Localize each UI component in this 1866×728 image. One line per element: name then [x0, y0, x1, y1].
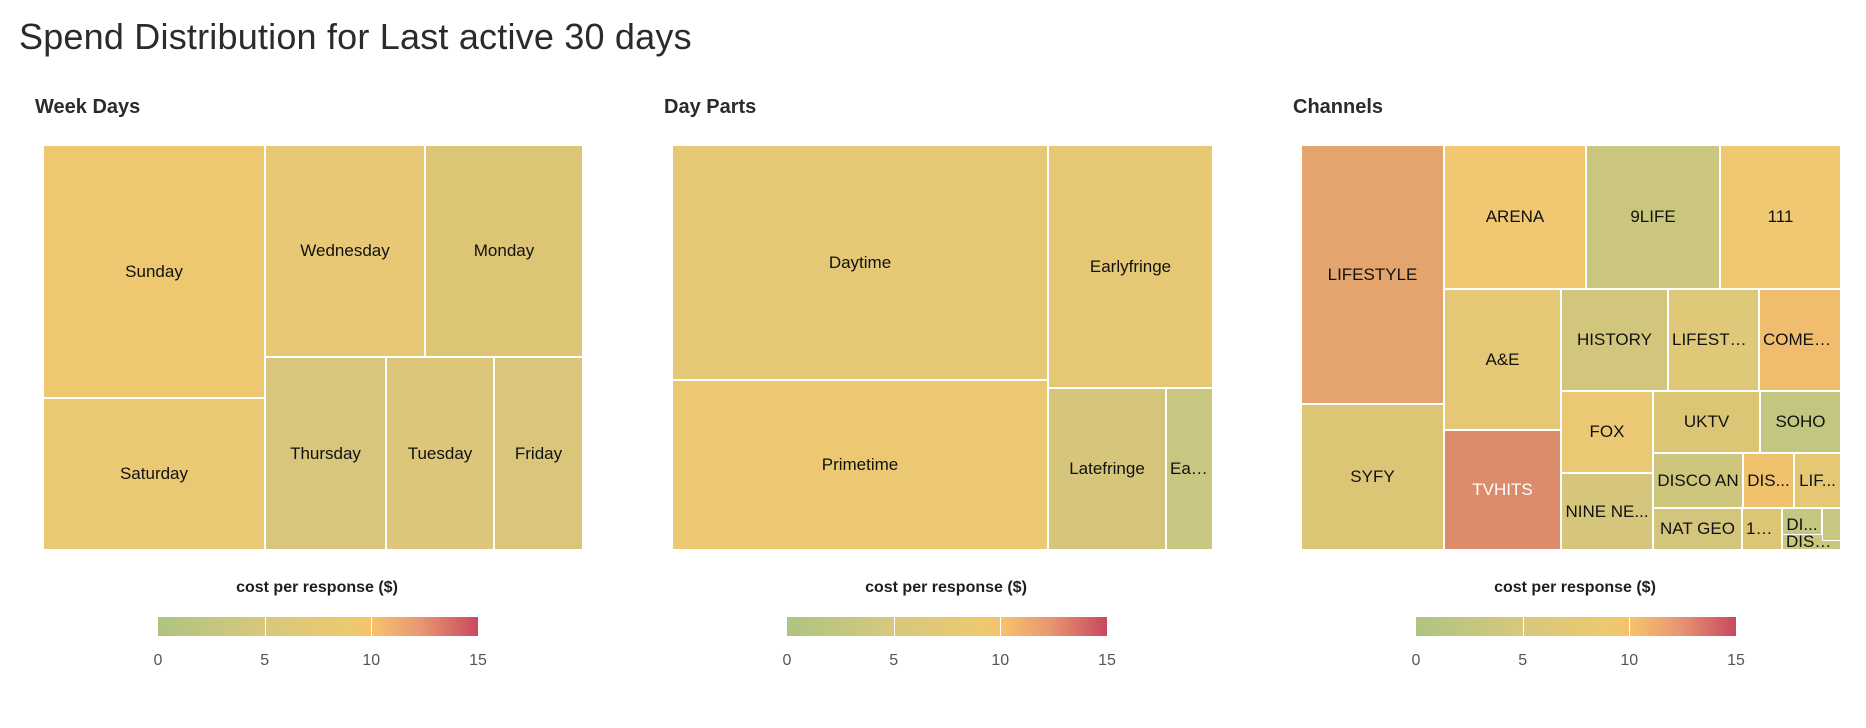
- treemap-tile[interactable]: LIFESTYLE: [1301, 145, 1444, 404]
- treemap-tile[interactable]: Latefringe: [1048, 388, 1166, 550]
- legend-tick-mark: [1000, 617, 1002, 636]
- tile-label: NAT GEO: [1660, 519, 1735, 538]
- legend-tick-label: 15: [1098, 652, 1116, 669]
- color-scale-bar: [787, 617, 1107, 636]
- treemap-tile[interactable]: UKTV: [1653, 391, 1760, 453]
- treemap-tile[interactable]: DIS...: [1743, 453, 1794, 508]
- treemap: Sunday Wednesday Monday Saturday Thursday Tue…: [43, 145, 583, 550]
- legend-tick-mark: [1629, 617, 1631, 636]
- tile-label: Ear...: [1170, 459, 1209, 478]
- tile-label: Saturday: [119, 464, 189, 483]
- tile-label: HISTORY: [1577, 330, 1652, 349]
- legend-tick-label: 0: [153, 652, 163, 669]
- treemap-tile[interactable]: Ear...: [1166, 388, 1213, 550]
- tile-label: Tuesday: [407, 443, 473, 463]
- tile-label: Monday: [473, 241, 535, 260]
- treemap-tile[interactable]: Daytime: [672, 145, 1048, 380]
- tile-label: A&E: [1485, 349, 1520, 369]
- treemap-tile[interactable]: Earlyfringe: [1048, 145, 1213, 388]
- treemap-tile[interactable]: Wednesday: [265, 145, 425, 357]
- treemap-tile[interactable]: Thursday: [265, 357, 386, 550]
- treemap: LIFESTYLE SYFY ARENA 9LIFE 111 A&E HISTORY LIFE…: [1301, 145, 1841, 550]
- tile-label: LIF...: [1799, 470, 1836, 490]
- treemap-tile[interactable]: ARENA: [1444, 145, 1586, 289]
- tile-label: Wednesday: [300, 241, 390, 260]
- legend-tick-label: 5: [889, 652, 899, 669]
- treemap-tile[interactable]: FOX: [1561, 391, 1653, 473]
- tile-label: DI...: [1786, 514, 1818, 534]
- treemap-tile[interactable]: LIFESTYL...: [1668, 289, 1759, 391]
- legend-tick-label: 0: [1411, 652, 1421, 669]
- treemap-tile[interactable]: Sunday: [43, 145, 265, 398]
- tile-label: NINE NE...: [1565, 501, 1649, 521]
- treemap-tile[interactable]: Primetime: [672, 380, 1048, 550]
- tile-label: TVHITS: [1472, 480, 1533, 499]
- tile-label: Primetime: [821, 455, 899, 474]
- tile-label: Friday: [514, 443, 563, 463]
- chart-title: Channels: [1293, 96, 1384, 118]
- tile-label: SYFY: [1350, 467, 1395, 486]
- legend-tick-mark: [893, 617, 895, 636]
- legend-tick-label: 10: [1620, 652, 1639, 669]
- treemap-tile[interactable]: COMEDY: [1759, 289, 1841, 391]
- tile-label: Sunday: [125, 261, 183, 281]
- page-title: Spend Distribution for Last active 30 da…: [19, 16, 692, 57]
- legend-title: cost per response ($): [865, 579, 1027, 596]
- color-scale-bar: [1416, 617, 1736, 636]
- legend-tick-mark: [371, 617, 373, 636]
- legend-tick-label: 5: [1518, 652, 1528, 669]
- treemap-tile[interactable]: A&E: [1444, 289, 1561, 430]
- treemap-tile[interactable]: 111: [1720, 145, 1841, 289]
- treemap-tile[interactable]: [1822, 508, 1841, 541]
- color-scale-bar: [158, 617, 478, 636]
- tile-label: 9LIFE: [1630, 207, 1676, 226]
- tile-label: Earlyfringe: [1089, 256, 1172, 276]
- treemap-tile[interactable]: HISTORY: [1561, 289, 1668, 391]
- tile-label: 13...: [1746, 519, 1778, 538]
- legend-tick-label: 15: [469, 652, 487, 669]
- tile-label: COMEDY: [1763, 330, 1837, 349]
- treemap-tile[interactable]: NINE NE...: [1561, 473, 1653, 550]
- tile-label: DIS...: [1747, 470, 1790, 490]
- legend-title: cost per response ($): [1494, 579, 1656, 596]
- tile-label: DISCO AN: [1657, 470, 1739, 490]
- tile-label: LIFESTYLE: [1327, 264, 1418, 284]
- legend-tick-label: 15: [1727, 652, 1745, 669]
- treemap: Daytime Primetime Earlyfringe Latefringe Ear…: [672, 145, 1213, 550]
- tile-label: UKTV: [1683, 412, 1730, 431]
- chart-title: Day Parts: [664, 96, 757, 118]
- treemap-panel-0: Week Days Sunday Wednesday Monday Saturday Th…: [19, 90, 639, 690]
- treemap-tile[interactable]: SYFY: [1301, 404, 1444, 550]
- legend-tick-mark: [264, 617, 266, 636]
- treemap-tile[interactable]: Saturday: [43, 398, 265, 550]
- treemap-tile[interactable]: Monday: [425, 145, 583, 357]
- tile-label: Latefringe: [1069, 459, 1145, 478]
- tile-label: Thursday: [290, 443, 361, 463]
- treemap-tile[interactable]: LIF...: [1794, 453, 1841, 508]
- treemap-panel-2: Channels LIFESTYLE SYFY ARENA 9LIFE 111 A&E HIS…: [1277, 90, 1866, 690]
- treemap-tile[interactable]: SOHO: [1760, 391, 1841, 453]
- tile-label: 111: [1767, 207, 1794, 226]
- tile-label: ARENA: [1485, 207, 1545, 226]
- tile-label: Daytime: [828, 252, 892, 272]
- chart-title: Week Days: [35, 96, 141, 118]
- legend-tick-mark: [1522, 617, 1524, 636]
- legend-tick-label: 0: [782, 652, 792, 669]
- legend-tick-label: 10: [362, 652, 381, 669]
- treemap-tile[interactable]: 9LIFE: [1586, 145, 1720, 289]
- treemap-tile[interactable]: DISCO AN: [1653, 453, 1743, 508]
- tile-label: LIFESTYL...: [1672, 330, 1755, 349]
- treemap-tile[interactable]: Friday: [494, 357, 583, 550]
- treemap-tile[interactable]: Tuesday: [386, 357, 494, 550]
- treemap-panel-1: Day Parts Daytime Primetime Earlyfringe Late…: [648, 90, 1268, 690]
- treemap-tile[interactable]: NAT GEO: [1653, 508, 1742, 550]
- tile-label: SOHO: [1775, 412, 1826, 431]
- legend-title: cost per response ($): [236, 579, 398, 596]
- legend-tick-label: 10: [991, 652, 1010, 669]
- treemap-tile[interactable]: 13...: [1742, 508, 1782, 550]
- legend-tick-label: 5: [260, 652, 270, 669]
- tile-label: FOX: [1589, 422, 1625, 441]
- treemap-tile[interactable]: TVHITS: [1444, 430, 1561, 550]
